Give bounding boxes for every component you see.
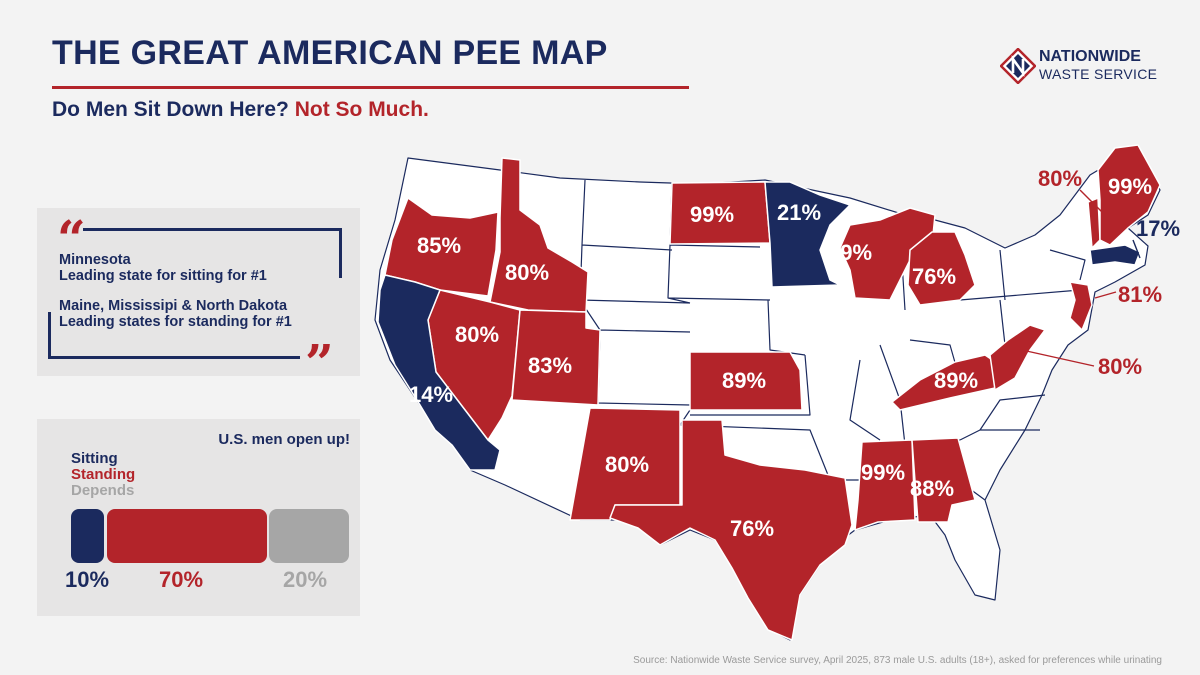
close-quote-icon: ” [305, 333, 334, 392]
standing-leader-states: Maine, Mississipi & North Dakota [59, 298, 288, 314]
state-idaho [489, 157, 589, 313]
highlight-quote-card: “ Minnesota Leading state for sitting fo… [37, 208, 360, 388]
state-minnesota [764, 181, 851, 288]
label-leaders [1021, 189, 1117, 367]
label-idaho: 80% [505, 260, 549, 285]
sitting-leader-caption: Leading state for sitting for #1 [59, 268, 267, 284]
legend-sitting: Sitting [71, 450, 118, 467]
breakdown-heading: U.S. men open up! [218, 431, 350, 448]
depends-percent: 20% [283, 567, 328, 592]
brand-logo: NATIONWIDE WASTE SERVICE [1000, 44, 1170, 88]
label-mississippi: 99% [861, 460, 905, 485]
state-west-virginia [989, 324, 1046, 391]
label-new-jersey: 81% [1118, 282, 1162, 307]
open-quote-icon: “ [57, 209, 86, 268]
label-wisconsin: 79% [828, 240, 872, 265]
label-utah: 83% [528, 353, 572, 378]
logo-tagline: WASTE SERVICE [1039, 66, 1158, 82]
label-alabama: 88% [910, 476, 954, 501]
quote-frame-left [48, 312, 51, 358]
logo-wordmark: NATIONWIDE [1039, 48, 1141, 65]
state-michigan [907, 231, 976, 306]
standing-leader-caption: Leading states for standing for #1 [59, 314, 292, 330]
label-massachusetts: 17% [1136, 216, 1180, 241]
state-texas [609, 419, 853, 641]
label-nevada: 80% [455, 322, 499, 347]
standing-percent: 70% [159, 567, 204, 592]
label-new-hampshire: 80% [1038, 166, 1082, 191]
state-california [377, 274, 501, 471]
title-underline [52, 86, 689, 89]
label-kansas: 89% [722, 368, 766, 393]
state-oregon [384, 197, 499, 297]
label-maine: 99% [1108, 174, 1152, 199]
sitting-leader-state: Minnesota [59, 252, 131, 268]
standing-states [384, 144, 1161, 641]
page-subtitle: Do Men Sit Down Here? Not So Much. [52, 98, 429, 122]
quote-frame-right [339, 228, 342, 278]
leader-west-virginia [1021, 349, 1095, 367]
subtitle-answer: Not So Much. [294, 98, 429, 121]
label-minnesota: 21% [777, 200, 821, 225]
label-north-dakota: 99% [690, 202, 734, 227]
leader-new-jersey [1094, 291, 1117, 299]
quote-frame-bottom [48, 356, 300, 359]
label-west-virginia: 80% [1098, 354, 1142, 379]
logo-diamond-icon [1000, 48, 1036, 84]
page-title: THE GREAT AMERICAN PEE MAP [52, 34, 608, 72]
label-oregon: 85% [417, 233, 461, 258]
state-mississippi [854, 439, 916, 531]
state-massachusetts [1089, 244, 1141, 266]
label-kentucky: 89% [934, 368, 978, 393]
standing-bar [107, 509, 267, 563]
legend-depends: Depends [71, 482, 135, 499]
leader-new-hampshire [1079, 189, 1106, 216]
leader-massachusetts [1132, 239, 1141, 259]
source-footnote: Source: Nationwide Waste Service survey,… [633, 655, 1162, 666]
subtitle-question: Do Men Sit Down Here? [52, 98, 289, 121]
sitting-percent: 10% [65, 567, 110, 592]
sitting-states [377, 181, 1141, 471]
label-california: 14% [409, 382, 453, 407]
quote-frame-top [83, 228, 341, 231]
state-utah [511, 309, 601, 406]
national-breakdown-card: U.S. men open up! Sitting Standing Depen… [37, 419, 360, 616]
label-michigan: 76% [912, 264, 956, 289]
label-texas: 76% [730, 516, 774, 541]
state-new-jersey [1069, 281, 1093, 331]
state-new-hampshire [1087, 197, 1101, 249]
label-new-mexico: 80% [605, 452, 649, 477]
depends-bar [269, 509, 349, 563]
legend-standing: Standing [71, 466, 136, 483]
sitting-bar [71, 509, 104, 563]
state-maine [1097, 144, 1161, 246]
state-kansas [689, 351, 803, 411]
state-alabama [911, 437, 976, 523]
